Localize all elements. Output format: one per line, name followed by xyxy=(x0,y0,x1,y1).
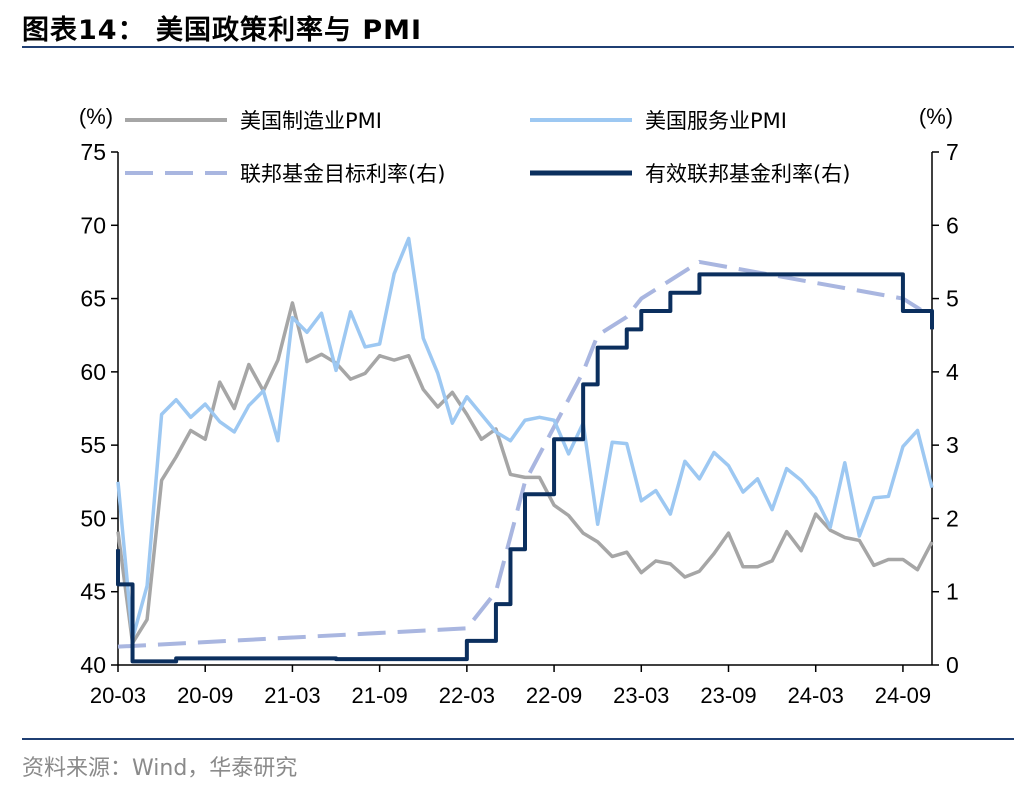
right-tick-label: 3 xyxy=(946,432,959,458)
right-tick-label: 7 xyxy=(946,139,959,165)
source-divider xyxy=(22,738,1014,740)
right-tick-label: 6 xyxy=(946,212,959,238)
right-tick-label: 0 xyxy=(946,652,959,678)
x-tick-label: 20-09 xyxy=(177,683,233,708)
series-line-4 xyxy=(116,272,934,664)
x-tick-label: 21-09 xyxy=(352,683,408,708)
right-axis-unit: (%) xyxy=(919,104,953,129)
legend-label-3: 联邦基金目标利率(右) xyxy=(240,162,445,186)
series-line-3 xyxy=(117,259,934,649)
left-tick-label: 70 xyxy=(80,212,106,238)
x-tick-label: 20-03 xyxy=(90,683,146,708)
right-tick-label: 2 xyxy=(946,505,959,531)
left-tick-label: 45 xyxy=(80,579,106,605)
left-tick-label: 60 xyxy=(80,359,106,385)
legend-label-2: 美国服务业PMI xyxy=(645,109,787,133)
source-note: 资料来源：Wind，华泰研究 xyxy=(22,756,298,781)
left-tick-label: 40 xyxy=(80,652,106,678)
left-tick-label: 55 xyxy=(80,432,106,458)
x-tick-label: 23-09 xyxy=(700,683,756,708)
left-tick-label: 50 xyxy=(80,505,106,531)
legend-label-1: 美国制造业PMI xyxy=(240,109,382,133)
right-tick-label: 5 xyxy=(946,286,959,312)
legend-label-4: 有效联邦基金利率(右) xyxy=(645,162,850,186)
left-tick-label: 75 xyxy=(80,139,106,165)
x-tick-label: 21-03 xyxy=(264,683,320,708)
x-tick-label: 22-09 xyxy=(526,683,582,708)
x-tick-label: 23-03 xyxy=(613,683,669,708)
title-divider xyxy=(22,46,1014,48)
left-axis-unit: (%) xyxy=(79,104,113,129)
series-line-2 xyxy=(116,236,934,641)
right-tick-label: 4 xyxy=(946,359,959,385)
x-tick-label: 24-09 xyxy=(875,683,931,708)
series-line-1 xyxy=(116,301,934,645)
page-title: 图表14： 美国政策利率与 PMI xyxy=(22,15,423,46)
x-tick-label: 22-03 xyxy=(439,683,495,708)
left-tick-label: 65 xyxy=(80,286,106,312)
right-tick-label: 1 xyxy=(946,579,959,605)
x-tick-label: 24-03 xyxy=(788,683,844,708)
